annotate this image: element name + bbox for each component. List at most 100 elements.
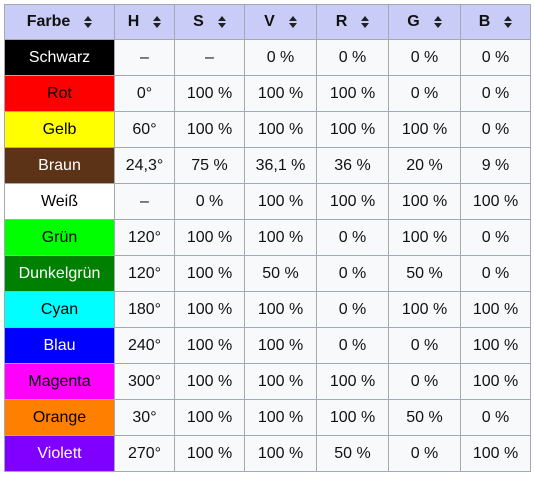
table-row: Grün 120° 100 % 100 % 0 % 100 % 0 % (4, 219, 531, 256)
value-cell-s: 100 % (174, 111, 245, 148)
value-cell-v: 100 % (244, 183, 317, 220)
value-cell-s: – (174, 39, 245, 76)
sort-icon[interactable] (84, 16, 93, 28)
value-cell-v: 100 % (244, 363, 317, 400)
value-cell-h: – (114, 39, 175, 76)
column-header-label: G (407, 13, 420, 30)
table-row: Blau 240° 100 % 100 % 0 % 0 % 100 % (4, 327, 531, 364)
table-body: Schwarz – –0 % 0 % 0 % 0 % Rot 0° 100 % 100 % 100 … (4, 39, 531, 472)
value-cell-v: 50 % (244, 255, 317, 292)
value-cell-r: 100 % (316, 363, 389, 400)
color-table-container: Farbe H S V R G B Schwarz – –0 % 0 % 0 % 0 % Rot 0° 10… (4, 4, 531, 472)
value-cell-h: 0° (114, 75, 175, 112)
value-cell-b: 0 % (460, 39, 531, 76)
value-cell-g: 50 % (388, 399, 461, 436)
column-header-inner: V (246, 13, 316, 31)
value-cell-r: 0 % (316, 219, 389, 256)
value-cell-r: 0 % (316, 327, 389, 364)
value-cell-r: 100 % (316, 183, 389, 220)
value-cell-h: 240° (114, 327, 175, 364)
value-cell-s: 100 % (174, 399, 245, 436)
column-header-r[interactable]: R (316, 4, 389, 40)
value-cell-b: 100 % (460, 435, 531, 472)
value-cell-b: 0 % (460, 219, 531, 256)
value-cell-g: 0 % (388, 363, 461, 400)
value-cell-s: 100 % (174, 363, 245, 400)
value-cell-s: 100 % (174, 327, 245, 364)
value-cell-v: 100 % (244, 111, 317, 148)
value-cell-s: 100 % (174, 75, 245, 112)
column-header-b[interactable]: B (460, 4, 531, 40)
sort-icon[interactable] (288, 16, 297, 28)
value-cell-h: 120° (114, 219, 175, 256)
value-cell-g: 100 % (388, 291, 461, 328)
value-cell-s: 75 % (174, 147, 245, 184)
value-cell-b: 100 % (460, 363, 531, 400)
value-cell-v: 100 % (244, 75, 317, 112)
column-header-v[interactable]: V (244, 4, 317, 40)
column-header-inner: R (318, 13, 388, 31)
header-row: Farbe H S V R G B (4, 4, 531, 40)
value-cell-v: 100 % (244, 219, 317, 256)
column-header-label: Farbe (26, 13, 71, 30)
sort-icon[interactable] (153, 16, 162, 28)
column-header-s[interactable]: S (174, 4, 245, 40)
sort-icon[interactable] (504, 16, 513, 28)
color-swatch-cell: Cyan (4, 291, 115, 328)
table-row: Rot 0° 100 % 100 % 100 % 0 % 0 % (4, 75, 531, 112)
table-row: Braun 24,3° 75 % 36,1 % 36 % 20 % 9 % (4, 147, 531, 184)
color-swatch-cell: Weiß (4, 183, 115, 220)
value-cell-r: 100 % (316, 75, 389, 112)
value-cell-g: 100 % (388, 111, 461, 148)
color-swatch-cell: Violett (4, 435, 115, 472)
value-cell-g: 0 % (388, 75, 461, 112)
sort-icon[interactable] (217, 16, 226, 28)
table-header: Farbe H S V R G B (4, 4, 531, 40)
table-row: Schwarz – –0 % 0 % 0 % 0 % (4, 39, 531, 76)
value-cell-g: 0 % (388, 39, 461, 76)
color-swatch-cell: Magenta (4, 363, 115, 400)
value-cell-r: 0 % (316, 291, 389, 328)
value-cell-s: 100 % (174, 219, 245, 256)
value-cell-r: 0 % (316, 255, 389, 292)
value-cell-v: 100 % (244, 399, 317, 436)
value-cell-h: 270° (114, 435, 175, 472)
column-header-farbe[interactable]: Farbe (4, 4, 115, 40)
value-cell-v: 100 % (244, 435, 317, 472)
table-row: Weiß –0 % 100 % 100 % 100 % 100 % (4, 183, 531, 220)
value-cell-s: 100 % (174, 291, 245, 328)
column-header-inner: B (462, 13, 530, 31)
sort-icon[interactable] (361, 16, 370, 28)
color-swatch-cell: Orange (4, 399, 115, 436)
value-cell-r: 0 % (316, 39, 389, 76)
value-cell-g: 100 % (388, 219, 461, 256)
value-cell-g: 50 % (388, 255, 461, 292)
value-cell-g: 20 % (388, 147, 461, 184)
color-swatch-cell: Blau (4, 327, 115, 364)
value-cell-r: 100 % (316, 111, 389, 148)
value-cell-h: 180° (114, 291, 175, 328)
column-header-inner: S (176, 13, 244, 31)
column-header-inner: Farbe (6, 13, 114, 31)
value-cell-b: 0 % (460, 255, 531, 292)
color-swatch-cell: Gelb (4, 111, 115, 148)
column-header-label: V (264, 13, 275, 30)
color-swatch-cell: Braun (4, 147, 115, 184)
sort-icon[interactable] (433, 16, 442, 28)
value-cell-b: 0 % (460, 75, 531, 112)
column-header-label: S (193, 13, 204, 30)
value-cell-h: 30° (114, 399, 175, 436)
column-header-label: H (127, 13, 140, 30)
column-header-label: R (335, 13, 348, 30)
value-cell-g: 0 % (388, 435, 461, 472)
table-row: Cyan 180° 100 % 100 % 0 % 100 % 100 % (4, 291, 531, 328)
column-header-g[interactable]: G (388, 4, 461, 40)
table-row: Dunkelgrün 120° 100 % 50 % 0 % 50 % 0 % (4, 255, 531, 292)
value-cell-b: 0 % (460, 399, 531, 436)
table-row: Gelb 60° 100 % 100 % 100 % 100 % 0 % (4, 111, 531, 148)
color-swatch-cell: Rot (4, 75, 115, 112)
column-header-h[interactable]: H (114, 4, 175, 40)
value-cell-v: 36,1 % (244, 147, 317, 184)
color-swatch-cell: Schwarz (4, 39, 115, 76)
table-row: Orange 30° 100 % 100 % 100 % 50 % 0 % (4, 399, 531, 436)
